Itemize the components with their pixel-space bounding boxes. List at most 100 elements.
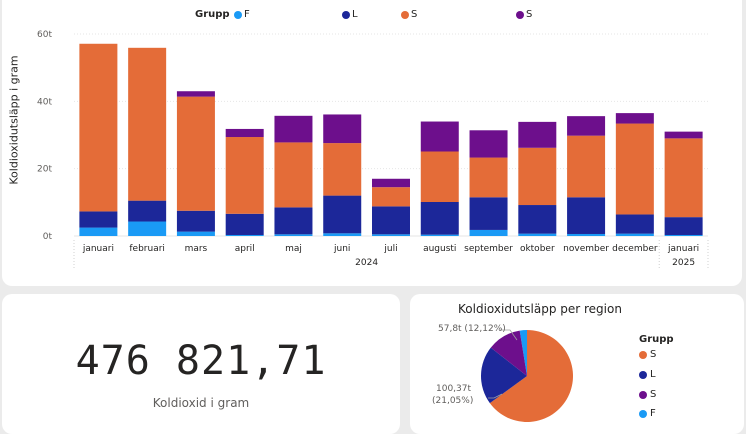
x-tick-label: januari (667, 244, 699, 254)
bar-segment-s-3[interactable] (664, 131, 703, 139)
bar-segment-f-0[interactable] (176, 231, 215, 236)
bar-segment-f-0[interactable] (323, 233, 362, 236)
x-tick-label: januari (82, 244, 114, 254)
pie-label-blue-value: 100,37t (436, 384, 472, 394)
bar-segment-s-2[interactable] (274, 142, 313, 208)
bar-segment-f-0[interactable] (128, 221, 167, 236)
bar-segment-s-2[interactable] (323, 143, 362, 196)
bar-segment-s-3[interactable] (518, 121, 557, 148)
bar-segment-f-0[interactable] (615, 233, 654, 236)
bar-segment-l-1[interactable] (518, 205, 557, 234)
x-tick-label: juni (333, 244, 350, 254)
bar-segment-l-1[interactable] (225, 213, 264, 235)
pie-legend-label-s-purple[interactable]: S (650, 389, 657, 400)
pie-label-blue-pct: (21,05%) (432, 396, 474, 406)
bar-segment-f-0[interactable] (664, 234, 703, 236)
y-tick-label: 40t (37, 97, 52, 107)
legend-label-s-orange[interactable]: S (411, 9, 418, 20)
bar-segment-l-1[interactable] (79, 211, 118, 228)
bar-segment-f-0[interactable] (469, 229, 508, 236)
pie-legend-dot-s-purple[interactable] (639, 391, 647, 399)
pie-legend-label-s-orange[interactable]: S (650, 349, 657, 360)
bar-segment-s-2[interactable] (567, 135, 606, 198)
x-tick-label: april (235, 244, 255, 254)
pie-title: Koldioxidutsläpp per region (458, 302, 622, 316)
bar-segment-s-2[interactable] (469, 157, 508, 198)
bar-segment-s-2[interactable] (664, 138, 703, 218)
legend-dot-l[interactable] (342, 11, 350, 19)
bar-segment-f-0[interactable] (567, 233, 606, 236)
pie-slice-s-2[interactable] (490, 330, 527, 376)
pie-slice-l-1[interactable] (481, 347, 527, 404)
legend-dot-s-orange[interactable] (401, 11, 409, 19)
bar-segment-l-1[interactable] (323, 195, 362, 234)
y-tick-label: 60t (37, 30, 52, 40)
bar-segment-l-1[interactable] (615, 214, 654, 234)
year-label-2024: 2024 (355, 258, 378, 268)
bar-segment-s-3[interactable] (615, 113, 654, 124)
x-tick-label: december (612, 244, 658, 254)
bar-segment-s-3[interactable] (469, 130, 508, 158)
bar-segment-f-0[interactable] (274, 234, 313, 236)
bar-segment-s-2[interactable] (128, 47, 167, 201)
bar-segment-f-0[interactable] (79, 227, 118, 236)
bar-segment-s-3[interactable] (372, 178, 410, 188)
bar-segment-s-2[interactable] (615, 123, 654, 215)
x-tick-label: mars (185, 244, 208, 254)
pie-chart-svg (481, 329, 573, 422)
bar-segment-l-1[interactable] (128, 200, 167, 222)
bar-segment-f-0[interactable] (518, 233, 557, 236)
bar-segment-f-0[interactable] (420, 234, 459, 236)
legend-label-l[interactable]: L (352, 9, 358, 20)
pie-legend-label-l[interactable]: L (650, 369, 656, 380)
bar-segment-l-1[interactable] (176, 210, 215, 232)
pie-leader-blue (488, 393, 503, 399)
bar-segment-s-3[interactable] (420, 121, 459, 152)
bar-segment-l-1[interactable] (274, 207, 313, 235)
pie-slice-f-3[interactable] (519, 330, 527, 376)
bar-segment-s-3[interactable] (225, 128, 264, 138)
bar-chart-card: Grupp F L S S Koldioxidutsläpp i gram 0t… (2, 0, 742, 286)
legend-label-s-purple[interactable]: S (526, 9, 533, 20)
bar-segment-s-3[interactable] (323, 114, 362, 144)
pie-chart-card: Koldioxidutsläpp per region 57,8t (12,12… (410, 294, 744, 434)
pie-legend-label-f[interactable]: F (650, 408, 656, 419)
bar-segment-s-3[interactable] (176, 91, 215, 97)
bar-segment-l-1[interactable] (664, 217, 703, 235)
bar-segment-f-0[interactable] (372, 234, 410, 236)
bar-segment-s-2[interactable] (176, 96, 215, 211)
pie-label-purple: 57,8t (12,12%) (438, 324, 506, 334)
bar-segment-s-2[interactable] (372, 187, 410, 207)
kpi-card: 476 821,71 Koldioxid i gram (2, 294, 400, 434)
bar-segment-s-2[interactable] (79, 43, 118, 212)
pie-legend-title: Grupp (639, 334, 674, 345)
x-tick-label: november (563, 244, 609, 254)
bar-segment-s-2[interactable] (420, 151, 459, 202)
x-tick-label: september (464, 244, 513, 254)
bar-segment-s-2[interactable] (225, 137, 264, 214)
legend-dot-s-purple[interactable] (516, 11, 524, 19)
bar-segment-s-2[interactable] (518, 147, 557, 206)
pie-legend-dot-f[interactable] (639, 410, 647, 418)
x-tick-label: oktober (520, 244, 555, 254)
x-tick-label: februari (129, 244, 165, 254)
legend-dot-f[interactable] (234, 11, 242, 19)
bar-chart-svg: 0t 20t 40t 60t januari februari mars april maj ju… (37, 30, 709, 270)
bar-segment-l-1[interactable] (372, 206, 410, 235)
pie-legend-dot-s-orange[interactable] (639, 351, 647, 359)
pie-leader-purple (500, 329, 518, 341)
year-label-2025: 2025 (672, 258, 695, 268)
kpi-value: 476 821,71 (75, 338, 327, 384)
legend-label-f[interactable]: F (244, 9, 250, 20)
bar-segment-s-3[interactable] (567, 116, 606, 136)
bar-segment-l-1[interactable] (469, 197, 508, 230)
y-tick-label: 0t (43, 232, 53, 242)
bar-segment-f-0[interactable] (225, 234, 264, 236)
x-tick-label: juli (383, 244, 397, 254)
bar-segment-l-1[interactable] (420, 201, 459, 235)
pie-legend-dot-l[interactable] (639, 371, 647, 379)
pie-slice-s-0[interactable] (489, 330, 573, 422)
kpi-label: Koldioxid i gram (152, 396, 250, 410)
bar-segment-l-1[interactable] (567, 197, 606, 234)
bar-segment-s-3[interactable] (274, 115, 313, 143)
